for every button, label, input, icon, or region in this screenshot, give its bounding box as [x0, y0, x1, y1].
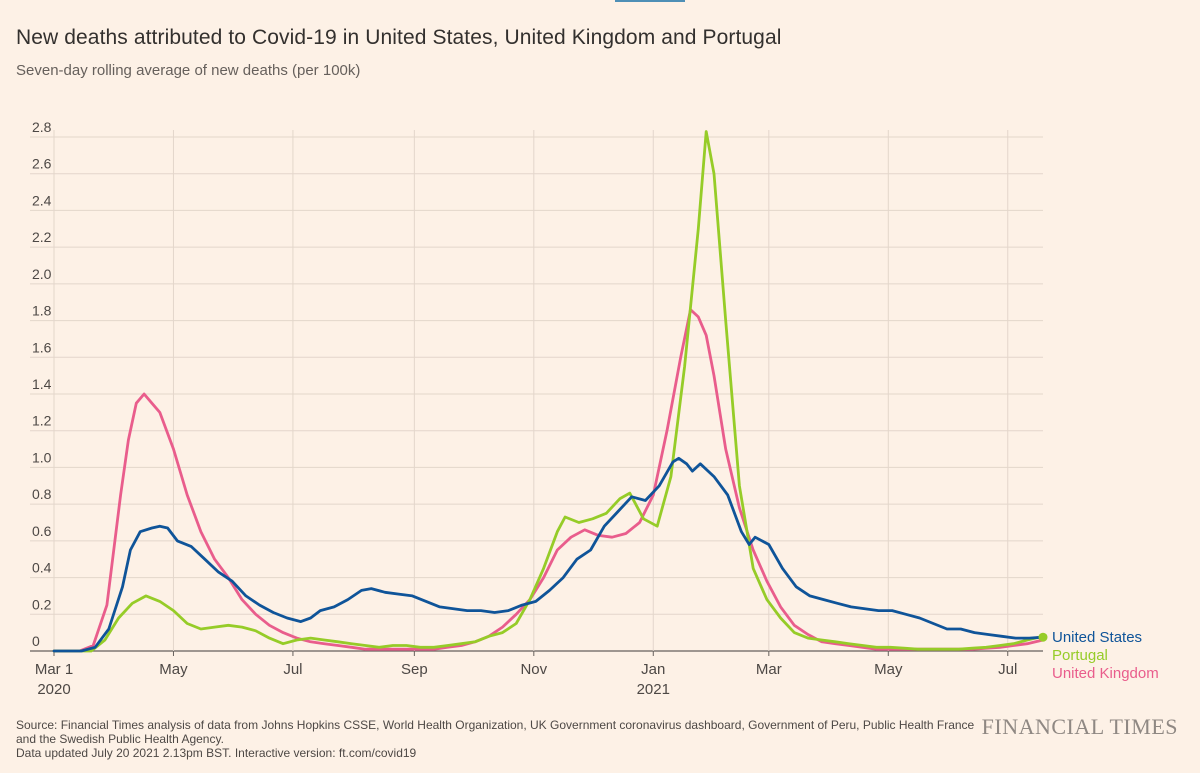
- x-tick-label: Mar: [756, 661, 782, 678]
- y-tick-label: 1.8: [32, 303, 52, 319]
- y-tick-label: 1.4: [32, 376, 52, 392]
- x-tick-label: Mar 1: [35, 661, 73, 678]
- y-tick-label: 0.8: [32, 486, 52, 502]
- line-chart: 0 0.2 0.4 0.6 0.8 1.0 1.2 1.4 1.6 1.8 2.0 2.2 2.4 2.6…: [30, 119, 1159, 698]
- x-axis: Mar 1 2020 May Jul Sep Nov Jan 2021 Mar May Jul: [35, 651, 1017, 698]
- x-tick-sublabel: 2021: [637, 681, 670, 698]
- y-tick-label: 0.6: [32, 523, 52, 539]
- source-line-1: Source: Financial Times analysis of data…: [16, 718, 975, 732]
- chart-title: New deaths attributed to Covid-19 in Uni…: [16, 26, 782, 49]
- y-tick-label: 0: [32, 633, 40, 649]
- x-tick-label: May: [159, 661, 188, 678]
- legend-label-portugal: Portugal: [1052, 647, 1108, 664]
- y-tick-label: 2.8: [32, 119, 52, 135]
- x-tick-label: Jan: [641, 661, 665, 678]
- series-end-marker: [1038, 632, 1048, 642]
- top-accent-bar: [615, 0, 685, 2]
- y-tick-label: 2.4: [32, 192, 52, 208]
- legend-label-united-kingdom: United Kingdom: [1052, 665, 1159, 682]
- source-line-2: and the Swedish Public Health Agency.: [16, 732, 224, 746]
- y-tick-label: 0.2: [32, 596, 52, 612]
- y-tick-label: 1.2: [32, 413, 52, 429]
- y-tick-label: 1.0: [32, 449, 52, 465]
- y-tick-label: 0.4: [32, 560, 52, 576]
- chart-subtitle: Seven-day rolling average of new deaths …: [16, 62, 361, 79]
- series-line-united-states: [52, 456, 1045, 653]
- x-tick-label: Sep: [401, 661, 428, 678]
- y-tick-label: 2.2: [32, 229, 52, 245]
- x-tick-label: Nov: [520, 661, 547, 678]
- x-tick-label: May: [874, 661, 903, 678]
- source-note: Source: Financial Times analysis of data…: [16, 718, 976, 760]
- series-line-united-kingdom: [52, 308, 1045, 653]
- y-tick-label: 1.6: [32, 339, 52, 355]
- y-tick-label: 2.6: [32, 156, 52, 172]
- x-tick-label: Jul: [283, 661, 302, 678]
- series-lines: [52, 130, 1048, 653]
- x-tick-sublabel: 2020: [37, 681, 70, 698]
- source-line-3: Data updated July 20 2021 2.13pm BST. In…: [16, 746, 417, 760]
- y-axis: 0 0.2 0.4 0.6 0.8 1.0 1.2 1.4 1.6 1.8 2.0 2.2 2.4 2.6…: [32, 119, 52, 649]
- legend-label-united-states: United States: [1052, 629, 1142, 646]
- ft-logo: FINANCIAL TIMES: [981, 714, 1178, 739]
- y-tick-label: 2.0: [32, 266, 52, 282]
- series-line-portugal: [52, 130, 1045, 653]
- grid-lines: [30, 130, 1043, 652]
- x-tick-label: Jul: [998, 661, 1017, 678]
